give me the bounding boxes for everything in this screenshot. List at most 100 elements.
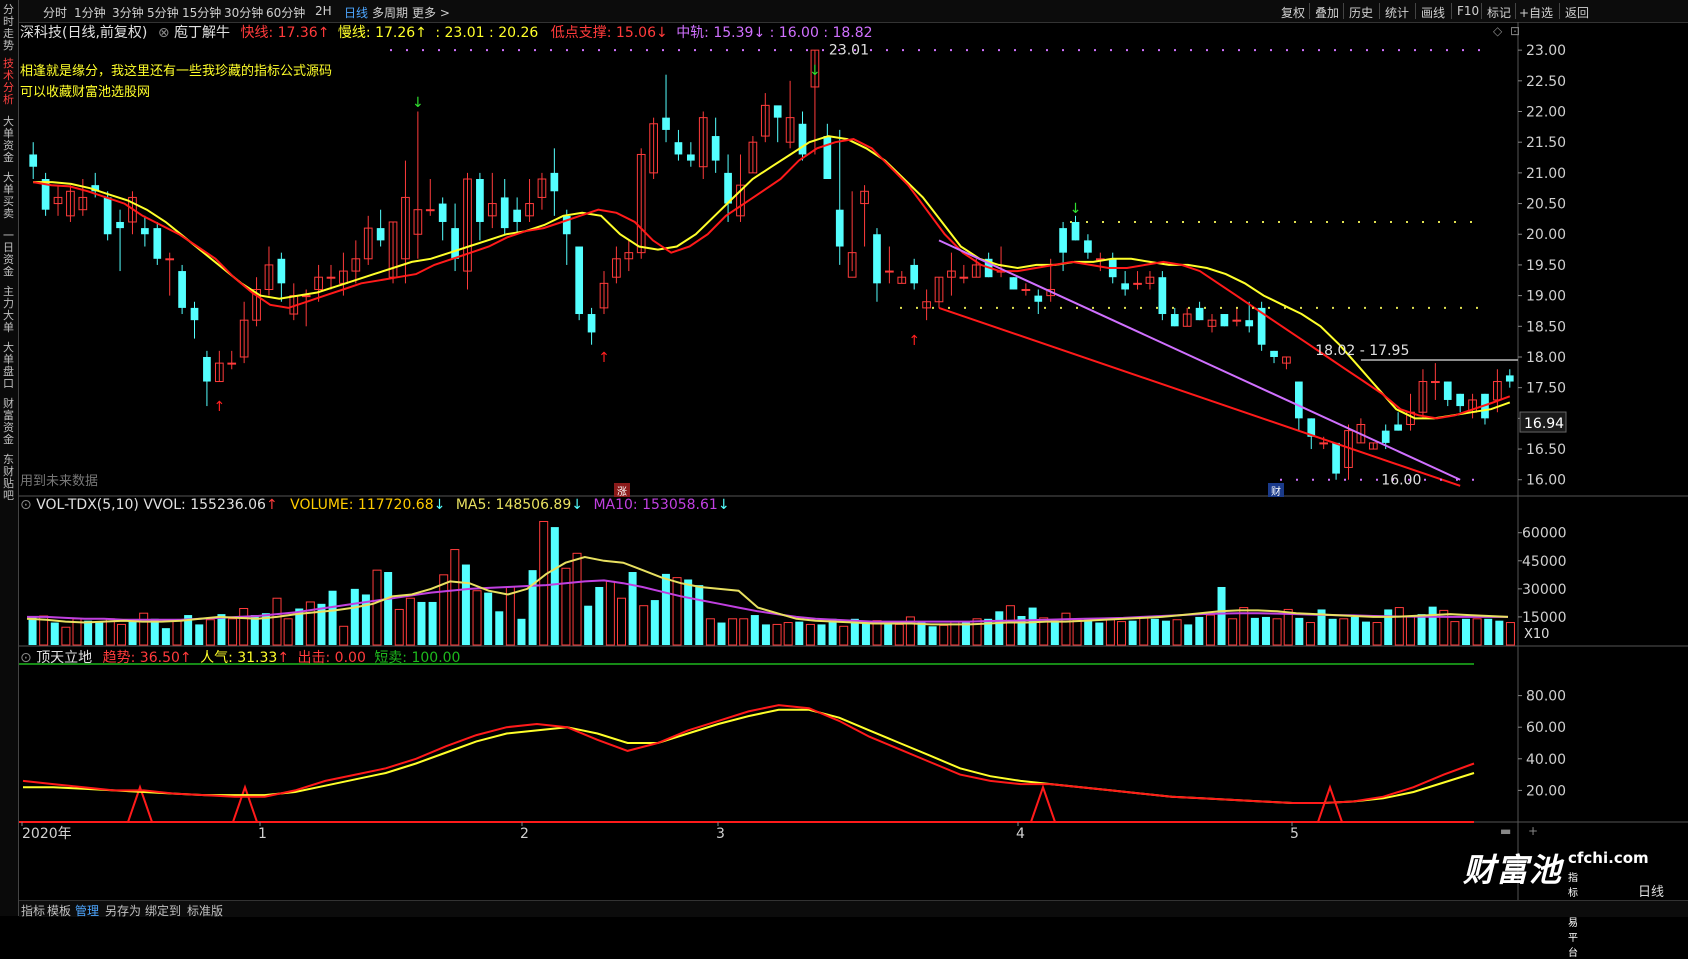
toolbar-add-favorite[interactable]: +自选 <box>1519 6 1554 20</box>
tab-indicator[interactable]: 指标 <box>21 904 46 918</box>
sidebar-item-yiri-zijin[interactable]: 一日资金 <box>3 229 14 278</box>
indicator-name[interactable]: 庖丁解牛 <box>174 25 231 41</box>
mid-channel-line <box>938 239 1461 481</box>
period-daily[interactable]: 日线 <box>344 6 369 20</box>
volume-down-arrow-icon: ↓ <box>433 497 446 513</box>
zoom-in-icon[interactable]: + <box>1528 824 1539 838</box>
toolbar-f10[interactable]: F10 <box>1457 4 1480 18</box>
trend-up-arrow-icon: ↑ <box>179 650 192 666</box>
sidebar-item-fenshi[interactable]: 分时走势 <box>3 3 14 52</box>
volume-bar-down <box>1317 609 1326 645</box>
volume-bar-down <box>817 624 826 645</box>
volume-bar-up <box>805 623 815 646</box>
time-axis-label: 2 <box>520 826 529 842</box>
candle-body-up <box>748 141 758 174</box>
toolbar-diejia[interactable]: 叠加 <box>1315 6 1340 20</box>
period-label[interactable]: 日线 <box>1638 885 1665 900</box>
toolbar-back[interactable]: 返回 <box>1565 6 1590 20</box>
sidebar-item-dadan-zijin[interactable]: 大单资金 <box>3 115 14 164</box>
volume-bar-down <box>884 622 893 645</box>
candle-body-up <box>252 288 261 321</box>
sidebar-item-dadan-maimai[interactable]: 大单买卖 <box>3 171 14 220</box>
sidebar-item-caifu-zijin[interactable]: 财富资金 <box>3 397 14 446</box>
candle-body-down <box>1220 314 1229 327</box>
resistance-label: 18.02 - 17.95 <box>1315 343 1409 359</box>
volume-bar-up <box>116 623 126 646</box>
volume-bar-down <box>984 618 993 645</box>
close-pane-icon[interactable]: ⊡ <box>1510 24 1521 38</box>
toolbar-fuquan[interactable]: 复权 <box>1281 6 1306 20</box>
period-3min[interactable]: 3分钟 <box>112 6 144 20</box>
candle-body-up <box>227 362 237 365</box>
volume-bar-down <box>928 626 937 645</box>
period-15min[interactable]: 15分钟 <box>182 6 222 20</box>
period-5min[interactable]: 5分钟 <box>147 6 179 20</box>
volume-bar-down <box>1161 620 1170 645</box>
future-data-note: 用到未来数据 <box>20 474 99 489</box>
sidebar-item-zhuli-dadan[interactable]: 主力大单 <box>3 285 14 334</box>
volume-bar-up <box>305 601 315 646</box>
price-axis-tick-label: 18.00 <box>1526 350 1566 366</box>
candle-body-down <box>41 179 50 210</box>
toolbar-divider <box>1379 3 1380 19</box>
volume-bar-up <box>439 574 449 646</box>
toolbar-tongji[interactable]: 统计 <box>1385 6 1410 20</box>
period-1min[interactable]: 1分钟 <box>74 6 106 20</box>
candle-body-up <box>885 270 894 273</box>
volume-bar-down <box>1084 619 1093 645</box>
watermark-url: cfchi.com <box>1568 849 1649 867</box>
candle-body-up <box>736 184 745 217</box>
collapse-icon[interactable]: ◇ <box>1493 24 1503 38</box>
price-axis-tick-label: 19.50 <box>1526 258 1566 274</box>
candle-body-up <box>1282 356 1291 364</box>
tab-standard[interactable]: 标准版 <box>187 904 224 918</box>
candle-body-down <box>1456 393 1465 407</box>
toolbar-biaoji[interactable]: 标记 <box>1487 6 1512 20</box>
volume-bar-up <box>339 625 349 646</box>
candle-body-up <box>1356 423 1366 444</box>
volume-toggle-icon[interactable]: ⊙ <box>20 497 32 513</box>
ttld-toggle-icon[interactable]: ⊙ <box>20 650 32 666</box>
candle-body-down <box>1245 320 1254 327</box>
kline-chart[interactable]: 16.0016.5017.0017.5018.0018.5019.0019.50… <box>0 0 1688 900</box>
candle-body-down <box>513 209 521 222</box>
toolbar-lishi[interactable]: 历史 <box>1349 6 1374 20</box>
candle-body-down <box>798 123 807 155</box>
volume-bar-up <box>61 626 71 646</box>
period-60min[interactable]: 60分钟 <box>266 6 306 20</box>
note-line-1: 相逢就是缘分，我这里还有一些我珍藏的指标公式源码 <box>20 64 333 79</box>
period-multi[interactable]: 多周期 <box>372 6 409 20</box>
candle-body-up <box>301 295 311 298</box>
popularity-value: 人气: 31.33 <box>200 650 278 666</box>
period-30min[interactable]: 30分钟 <box>224 6 264 20</box>
tab-save-as[interactable]: 另存为 <box>105 904 142 918</box>
candle-body-up <box>425 209 435 212</box>
last-price-box <box>1519 411 1567 433</box>
toolbar-huaxian[interactable]: 画线 <box>1421 6 1446 20</box>
sidebar-item-dadan-pankou[interactable]: 大单盘口 <box>3 341 14 390</box>
ma5-down-arrow-icon: ↓ <box>571 497 583 513</box>
period-2h[interactable]: 2H <box>315 4 332 18</box>
candle-body-up <box>1021 288 1031 291</box>
zoom-out-icon[interactable]: ▬ <box>1500 824 1512 838</box>
volume-bar-down <box>261 613 270 645</box>
period-more[interactable]: 更多 > <box>412 6 450 20</box>
volume-bar-down <box>861 620 870 645</box>
candle-body-up <box>624 252 634 260</box>
toolbar-divider <box>1415 3 1416 19</box>
indicator-toggle-icon[interactable]: ⊗ <box>157 25 170 41</box>
volume-bar-up <box>1039 617 1049 646</box>
tab-manage[interactable]: 管理 <box>75 904 100 918</box>
sidebar-item-jishu[interactable]: 技术分析 <box>3 57 14 106</box>
stock-title: 深科技(日线,前复权) <box>20 25 148 41</box>
tab-template[interactable]: 模板 <box>47 904 72 918</box>
candle-body-up <box>363 227 373 260</box>
sell-signal-arrow-icon: ↓ <box>1070 201 1082 217</box>
candle-body-up <box>264 264 274 290</box>
slow-line-value: 慢线: 17.26 <box>337 25 416 41</box>
sidebar-item-dongcai-tieba[interactable]: 东财贴吧 <box>3 453 14 502</box>
candle-body-up <box>525 203 534 217</box>
period-fenshi[interactable]: 分时 <box>43 6 68 20</box>
volume-bar-up <box>672 577 682 646</box>
tab-bind-to[interactable]: 绑定到 <box>145 904 182 918</box>
